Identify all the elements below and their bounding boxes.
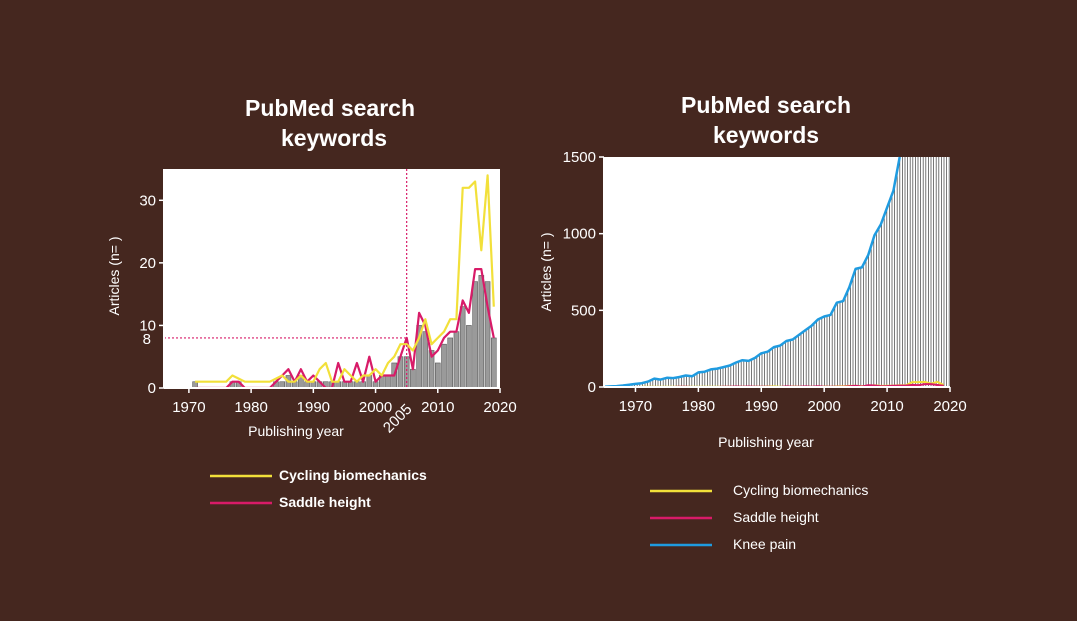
right-legend-label-knee: Knee pain (733, 536, 796, 552)
left-y-tick-label: 20 (139, 255, 156, 272)
right-axes (603, 157, 950, 388)
right-y-axis-label: Articles (n= ) (538, 233, 554, 312)
left-title-line-2: keywords (281, 125, 387, 151)
right-series-line-knee-pain (603, 156, 901, 388)
right-plot-area (604, 157, 950, 387)
right-chart: PubMed search keywords 1970 1980 1990 2000 2… (538, 92, 967, 552)
left-bar (385, 375, 391, 389)
left-y-tick-label: 30 (139, 192, 156, 209)
left-bar (422, 331, 429, 389)
left-y-tick-label: 10 (139, 317, 156, 334)
right-x-tick-label: 1970 (619, 398, 652, 415)
right-legend-label-cycling: Cycling biomechanics (733, 482, 868, 498)
left-series-line-cycling-biomechanics (195, 174, 495, 383)
left-x-tick-label: 1990 (297, 399, 330, 416)
right-legend-label-saddle: Saddle height (733, 509, 819, 525)
right-x-tick-label: 1980 (682, 398, 715, 415)
right-x-tick-label: 2000 (807, 398, 840, 415)
left-bar (366, 375, 373, 389)
left-axes (163, 169, 500, 389)
right-y-tick-label: 1000 (563, 226, 596, 243)
right-x-tick-label: 2010 (870, 398, 903, 415)
left-x-tick-label: 2020 (483, 399, 516, 416)
left-y-axis-label: Articles (n= ) (106, 237, 122, 316)
left-y-marker-label: 8 (143, 331, 151, 348)
right-x-tick-label: 1990 (745, 398, 778, 415)
left-legend-label-saddle: Saddle height (279, 494, 371, 510)
left-title-line-1: PubMed search (245, 95, 415, 121)
left-bar (490, 337, 497, 389)
right-ticks: 1970 1980 1990 2000 2010 2020 0 500 1000 1500 (563, 149, 967, 415)
right-x-axis-label: Publishing year (718, 434, 814, 450)
left-bar (472, 281, 478, 389)
right-title-line-2: keywords (713, 122, 819, 148)
right-y-tick-label: 1500 (563, 149, 596, 166)
left-bar (441, 343, 447, 389)
left-bar (447, 337, 454, 389)
left-bar (459, 306, 466, 389)
left-x-tick-label: 1970 (172, 399, 205, 416)
left-bar (466, 325, 472, 389)
left-x-axis-label: Publishing year (248, 423, 344, 439)
left-bar (453, 331, 460, 389)
left-x-tick-label: 2010 (421, 399, 454, 416)
right-legend: Cycling biomechanics Saddle height Knee … (650, 482, 868, 552)
left-ticks: 1970 1980 1990 2000 2010 2020 0 10 20 30 (139, 192, 516, 416)
left-legend-label-cycling: Cycling biomechanics (279, 467, 427, 483)
left-y-tick-label: 0 (148, 380, 156, 397)
right-y-tick-label: 0 (588, 379, 596, 396)
right-bars (605, 157, 950, 387)
right-x-tick-label: 2020 (933, 398, 966, 415)
left-bar (434, 362, 441, 389)
left-x-tick-label: 2000 (359, 399, 392, 416)
left-chart: PubMed search keywords 1970 1980 1990 2000 2… (106, 95, 517, 510)
left-legend: Cycling biomechanics Saddle height (210, 467, 427, 510)
left-x-tick-label: 1980 (234, 399, 267, 416)
left-bar (478, 275, 485, 389)
right-y-tick-label: 500 (571, 302, 596, 319)
left-marker-lines (164, 169, 408, 388)
right-title-line-1: PubMed search (681, 92, 851, 118)
left-bar (410, 368, 416, 389)
